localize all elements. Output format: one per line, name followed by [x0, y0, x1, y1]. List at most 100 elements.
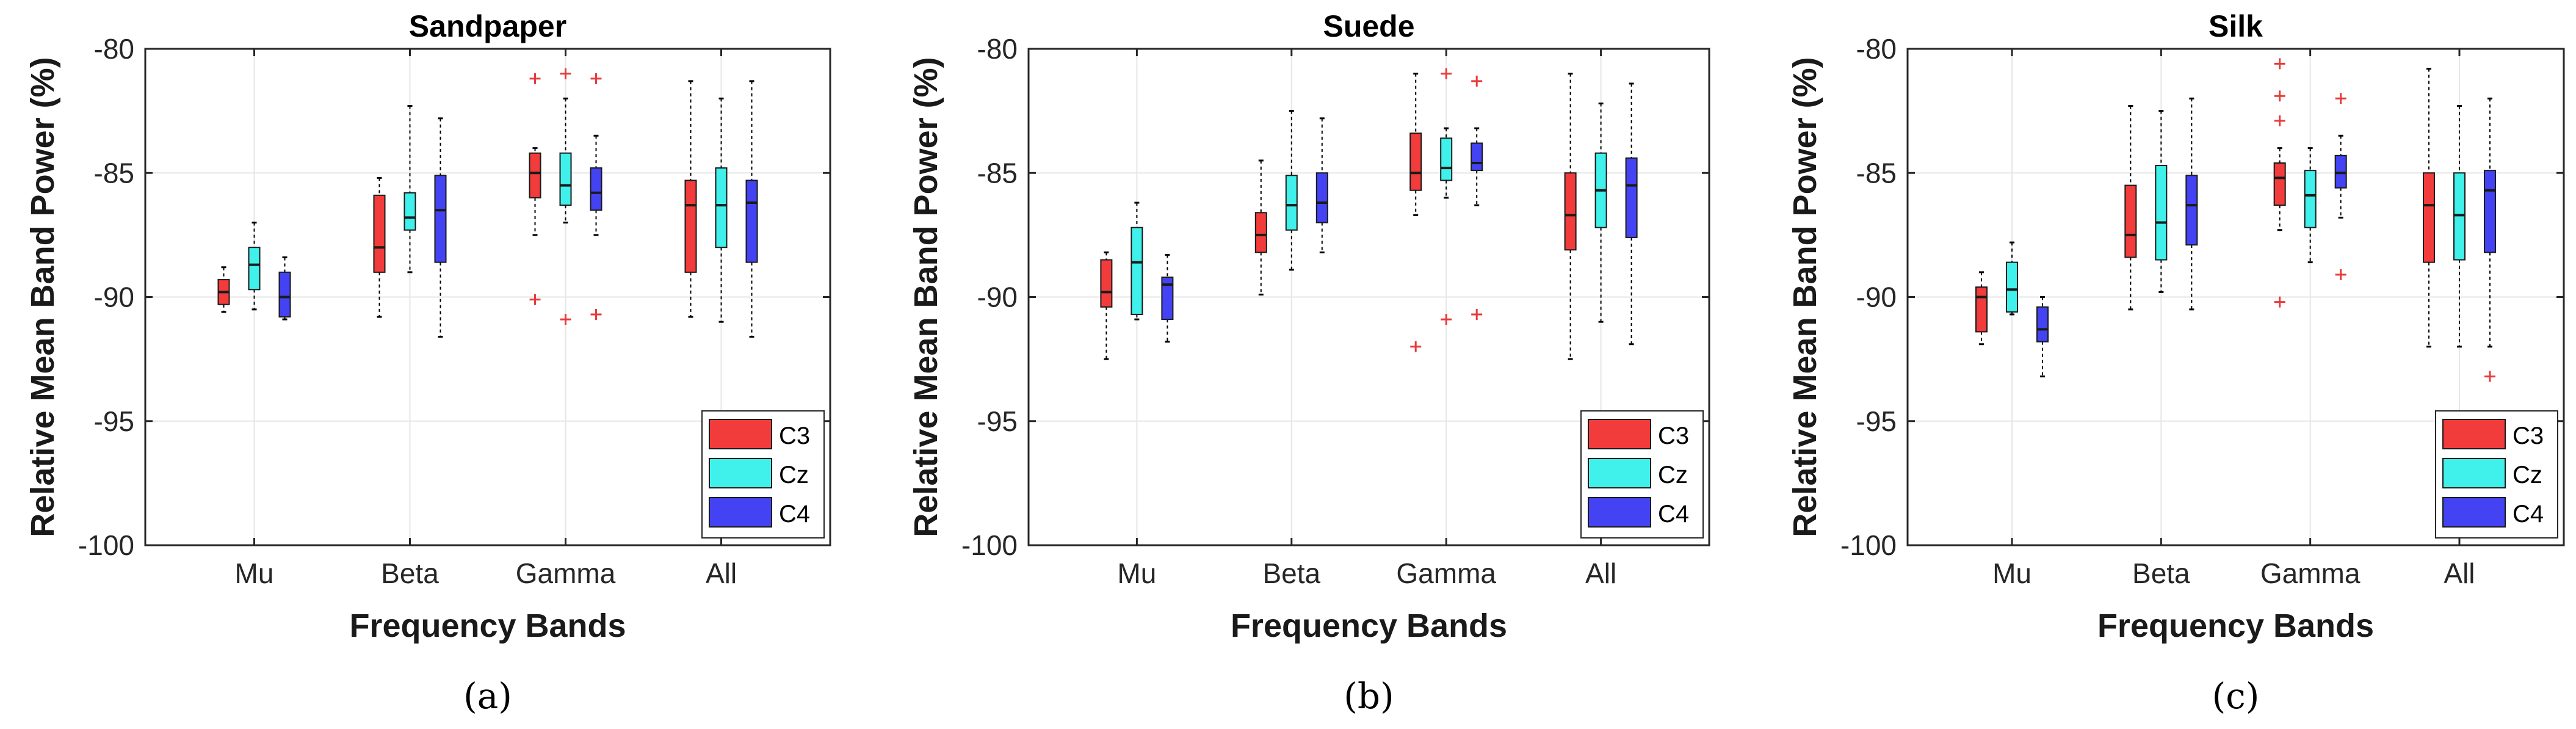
box-body: [1409, 132, 1422, 191]
box-cz-beta: [1285, 110, 1298, 271]
figure-caption: (b): [1344, 675, 1394, 717]
y-tick-label: -85: [94, 157, 134, 189]
outlier-marker: [2274, 90, 2285, 102]
outlier-marker: [590, 73, 602, 84]
box-c4-all: [1625, 82, 1638, 346]
x-tick-label: All: [706, 557, 737, 589]
legend-label-c4: C4: [2513, 501, 2544, 528]
legend-label-c4: C4: [1658, 501, 1689, 528]
box-body: [2422, 172, 2435, 263]
legend: C3 Cz C4: [701, 410, 825, 539]
box-body: [1254, 212, 1267, 253]
box-cz-mu: [1131, 201, 1143, 321]
x-axis-label: Frequency Bands: [2097, 608, 2374, 644]
chart-title: Suede: [1323, 9, 1414, 43]
box-c3-all: [1564, 73, 1577, 360]
box-c4-all: [2483, 97, 2496, 382]
y-tick-label: -90: [977, 281, 1018, 313]
box-c3-all: [2422, 68, 2435, 348]
y-tick-label: -95: [977, 405, 1018, 437]
box-body: [2483, 170, 2496, 253]
outlier-marker: [590, 308, 602, 320]
legend-swatch-c4: [2442, 497, 2506, 528]
outlier-marker: [560, 68, 571, 79]
legend-swatch-c3: [2442, 419, 2506, 449]
legend: C3 Cz C4: [2435, 410, 2558, 539]
chart-title: Silk: [2209, 9, 2263, 43]
legend-swatch-c3: [709, 419, 772, 449]
box-c3-beta: [373, 176, 386, 318]
box-body: [403, 192, 416, 231]
legend-label-c4: C4: [779, 501, 810, 528]
box-body: [559, 152, 572, 206]
box-body: [2273, 162, 2286, 206]
x-axis-label: Frequency Bands: [349, 608, 626, 644]
x-tick-label: Mu: [1117, 557, 1156, 589]
box-body: [2185, 175, 2198, 246]
box-body: [529, 152, 541, 198]
y-axis-label: Relative Mean Band Power (%): [908, 57, 944, 537]
outlier-marker: [2484, 371, 2495, 382]
legend-swatch-cz: [709, 458, 772, 488]
figure-caption: (a): [463, 675, 512, 717]
box-c4-gamma: [1471, 75, 1483, 320]
outlier-marker: [2335, 93, 2346, 104]
box-body: [278, 271, 291, 318]
box-body: [2124, 184, 2137, 258]
box-c3-beta: [1254, 159, 1267, 296]
box-body: [1161, 276, 1174, 321]
x-tick-label: All: [2444, 557, 2475, 589]
box-c4-beta: [1315, 117, 1328, 253]
outlier-marker: [2274, 115, 2285, 126]
box-c4-beta: [434, 117, 447, 338]
box-cz-mu: [2006, 241, 2019, 316]
legend-label-cz: Cz: [779, 462, 809, 488]
box-body: [1100, 259, 1113, 308]
x-tick-label: Beta: [381, 557, 439, 589]
box-body: [1975, 286, 1988, 333]
y-tick-label: -80: [94, 33, 134, 65]
box-c3-gamma: [2273, 58, 2286, 308]
y-axis-label: Relative Mean Band Power (%): [1787, 57, 1823, 537]
box-cz-all: [2453, 104, 2466, 348]
box-body: [1131, 227, 1143, 315]
box-body: [2036, 306, 2049, 343]
box-cz-beta: [2155, 110, 2168, 293]
y-tick-label: -90: [1856, 281, 1897, 313]
legend-swatch-cz: [2442, 458, 2506, 488]
legend-label-c3: C3: [2513, 423, 2544, 449]
box-c4-gamma: [2334, 93, 2347, 280]
chart-title: Sandpaper: [409, 9, 566, 43]
x-tick-label: Gamma: [1396, 557, 1496, 589]
box-c3-all: [684, 80, 697, 318]
box-body: [1315, 172, 1328, 223]
figure-caption: (c): [2212, 675, 2260, 717]
legend: C3 Cz C4: [1580, 410, 1704, 539]
y-tick-label: -95: [94, 405, 134, 437]
box-body: [745, 180, 758, 263]
outlier-marker: [2335, 269, 2346, 280]
y-axis-label: Relative Mean Band Power (%): [24, 57, 61, 537]
y-tick-label: -100: [961, 529, 1018, 561]
box-body: [434, 175, 447, 263]
legend-label-c3: C3: [1658, 423, 1689, 449]
box-body: [715, 167, 728, 248]
y-tick-label: -90: [94, 281, 134, 313]
box-body: [1440, 137, 1453, 181]
outlier-marker: [529, 73, 541, 84]
box-body: [2304, 170, 2317, 228]
legend-label-c3: C3: [779, 423, 810, 449]
y-tick-label: -80: [977, 33, 1018, 65]
legend-label-cz: Cz: [2513, 462, 2542, 488]
box-c4-mu: [2036, 296, 2049, 378]
box-body: [590, 167, 602, 211]
box-c3-gamma: [529, 73, 541, 305]
box-cz-all: [1594, 102, 1607, 323]
box-cz-all: [715, 97, 728, 323]
outlier-marker: [529, 294, 541, 305]
box-body: [684, 180, 697, 273]
chart-panel-sandpaper: -100 -95 -90 -85 -80 Mu Beta Gamma All Sandpaper F…: [24, 9, 831, 717]
box-body: [1285, 175, 1298, 231]
legend-swatch-c3: [1588, 419, 1651, 449]
